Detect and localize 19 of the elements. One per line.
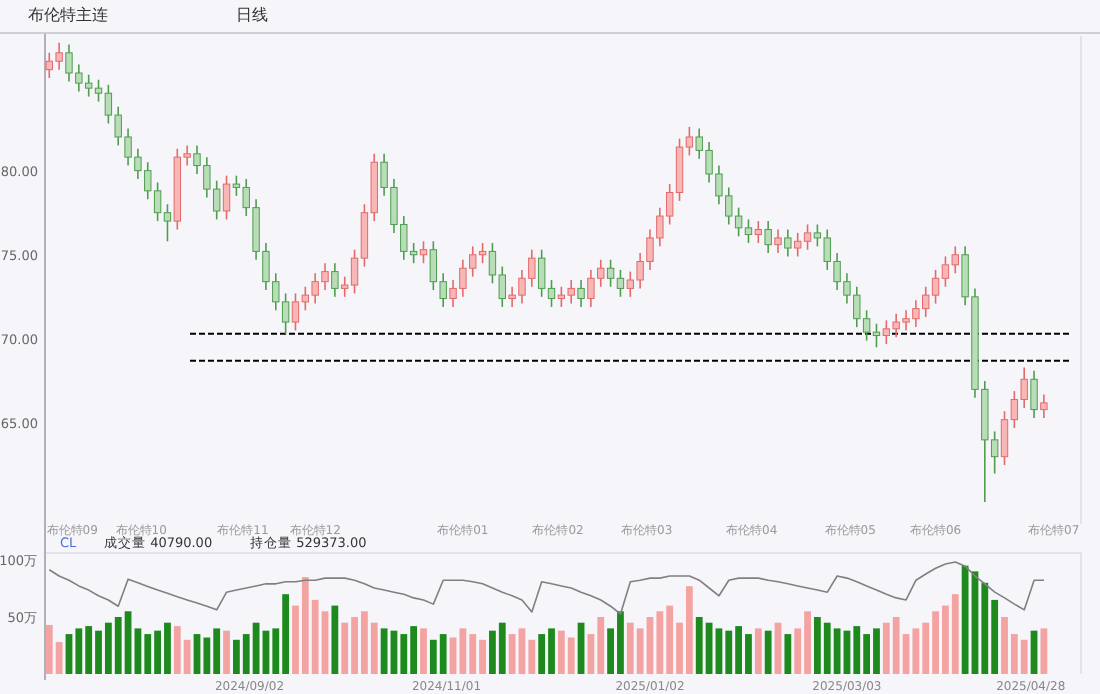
candlestick [419, 240, 428, 264]
candlestick [1030, 370, 1038, 419]
candlestick [577, 279, 585, 308]
candlestick [1040, 393, 1048, 419]
candlestick [222, 174, 231, 221]
bar [420, 628, 427, 674]
chart-title: 布伦特主连 [28, 6, 108, 24]
bar [764, 630, 772, 674]
bar [331, 605, 339, 674]
bar [1040, 628, 1048, 674]
candlestick [784, 228, 792, 258]
chart-subtitle: 日线 [236, 6, 268, 24]
candlestick [764, 220, 772, 254]
candlestick [754, 220, 763, 244]
bar [754, 628, 762, 674]
bar [223, 630, 230, 674]
bar [784, 634, 792, 674]
candlestick [331, 262, 339, 298]
candlestick [774, 228, 782, 254]
